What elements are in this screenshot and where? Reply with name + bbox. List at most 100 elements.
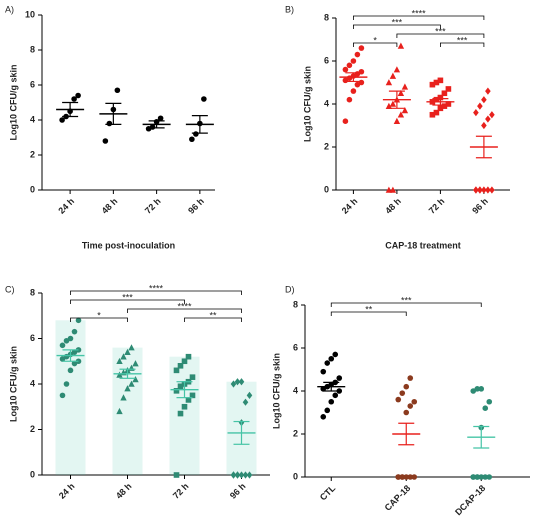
- point: [173, 367, 180, 374]
- point: [397, 111, 405, 118]
- point: [63, 381, 70, 387]
- bracket: [353, 42, 398, 47]
- panel-label: A): [5, 4, 14, 14]
- point: [395, 474, 402, 480]
- point: [395, 396, 402, 403]
- significance: **: [365, 304, 373, 314]
- y-tick-label: 0: [324, 184, 329, 194]
- bracket: [70, 290, 242, 295]
- point: [114, 87, 121, 94]
- significance: ***: [401, 295, 412, 305]
- y-tick-label: 2: [30, 424, 35, 434]
- y-axis-label: Log10 CFU/g skin: [302, 66, 312, 142]
- x-tick-label: 72 h: [171, 481, 191, 501]
- y-tick-label: 6: [293, 342, 298, 352]
- y-tick-label: 0: [30, 184, 35, 194]
- point: [478, 474, 485, 480]
- point: [399, 390, 406, 396]
- point: [201, 96, 207, 102]
- y-tick-label: 8: [324, 12, 329, 22]
- x-tick-label: 24 h: [57, 481, 77, 501]
- point: [230, 380, 237, 388]
- point: [238, 378, 245, 386]
- point: [320, 414, 327, 420]
- point: [189, 136, 195, 143]
- significance: ****: [412, 8, 427, 18]
- y-tick-label: 2: [30, 149, 35, 159]
- point: [429, 81, 436, 88]
- point: [397, 42, 405, 49]
- point: [486, 398, 493, 405]
- point: [242, 471, 249, 479]
- point: [485, 186, 491, 194]
- point: [320, 368, 327, 375]
- x-tick-label: DCAP-18: [453, 483, 487, 517]
- point: [346, 62, 353, 69]
- point: [358, 79, 365, 86]
- point: [358, 45, 365, 51]
- point: [403, 383, 410, 390]
- bracket: [353, 15, 485, 20]
- point: [102, 138, 109, 144]
- shade: [55, 320, 86, 475]
- point: [485, 87, 491, 95]
- point: [132, 376, 139, 383]
- point: [433, 109, 440, 116]
- point: [403, 409, 410, 416]
- point: [189, 374, 196, 380]
- point: [441, 90, 448, 97]
- point: [482, 474, 489, 480]
- bracket: [70, 299, 185, 304]
- point: [116, 407, 123, 415]
- significance: ***: [392, 17, 403, 27]
- significance: **: [209, 310, 217, 320]
- point: [128, 380, 135, 387]
- point: [486, 474, 493, 480]
- point: [389, 186, 397, 193]
- point: [407, 375, 414, 381]
- point: [358, 68, 365, 75]
- x-tick-label: 72 h: [143, 196, 163, 216]
- point: [482, 405, 489, 412]
- y-tick-label: 8: [30, 44, 35, 54]
- point: [437, 77, 444, 84]
- y-tick-label: 8: [30, 287, 35, 297]
- x-axis-label: CAP-18 treatment: [385, 240, 461, 250]
- point: [489, 111, 495, 119]
- point: [128, 344, 135, 351]
- y-tick-label: 4: [293, 385, 298, 395]
- point: [350, 88, 357, 94]
- y-tick-label: 2: [293, 428, 298, 438]
- point: [342, 118, 349, 124]
- point: [234, 378, 241, 386]
- y-tick-label: 4: [30, 114, 35, 124]
- point: [433, 96, 440, 103]
- bracket: [396, 33, 485, 38]
- point: [59, 117, 65, 123]
- x-axis-label: Time post-inoculation: [82, 240, 175, 250]
- point: [120, 353, 127, 360]
- point: [336, 375, 343, 381]
- point: [437, 94, 444, 101]
- y-tick-label: 4: [324, 98, 329, 108]
- bracket: [127, 308, 242, 313]
- point: [242, 398, 249, 406]
- point: [389, 72, 397, 79]
- point: [478, 386, 485, 392]
- point: [393, 117, 401, 124]
- point: [342, 66, 349, 73]
- point: [481, 121, 487, 130]
- point: [177, 363, 184, 369]
- y-tick-label: 6: [30, 333, 35, 343]
- point: [177, 410, 184, 417]
- point: [106, 120, 113, 127]
- bracket: [440, 42, 485, 47]
- point: [474, 474, 481, 480]
- point: [407, 403, 414, 409]
- x-tick-label: 48 h: [383, 196, 403, 216]
- point: [173, 472, 180, 478]
- point: [328, 398, 335, 405]
- point: [473, 186, 479, 194]
- point: [401, 83, 409, 90]
